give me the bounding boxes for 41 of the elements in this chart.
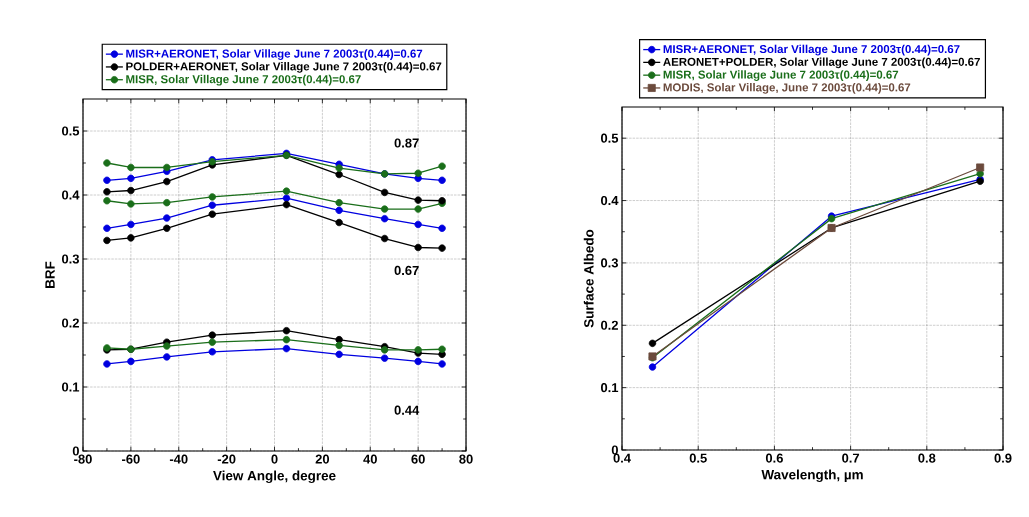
legend-label: AERONET+POLDER, Solar Village June 7 2003τ(0.44)=0.67 bbox=[663, 57, 980, 69]
y-tick-label: 0.5 bbox=[61, 126, 80, 136]
x-tick-label: 0 bbox=[271, 454, 278, 464]
legend-label: MISR, Solar Village June 7 2003τ(0.44)=0.67 bbox=[126, 74, 361, 86]
y-tick-label: 0.3 bbox=[601, 258, 619, 268]
x-tick-label: 0.9 bbox=[994, 453, 1012, 463]
x-tick-label: 0.6 bbox=[765, 453, 783, 463]
y-tick-label: 0 bbox=[72, 446, 79, 456]
y-tick-label: 0.3 bbox=[61, 254, 80, 264]
legend-label: MISR, Solar Village June 7 2003τ(0.44)=0.67 bbox=[663, 70, 899, 81]
x-tick-label: 60 bbox=[411, 454, 425, 464]
y-axis-title: Surface Albedo bbox=[583, 229, 594, 328]
legend-label: MISR+AERONET, Solar Village June 7 2003τ(0.44)=0.67 bbox=[663, 44, 960, 56]
annotation: 0.67 bbox=[394, 265, 419, 276]
x-axis-title: Wavelength, µm bbox=[761, 469, 863, 483]
y-tick-label: 0.2 bbox=[601, 320, 618, 330]
x-tick-label: 40 bbox=[363, 454, 377, 464]
y-tick-label: 0.4 bbox=[601, 195, 619, 206]
legend-label: POLDER+AERONET, Solar Village June 7 2003τ(0.44)=0.67 bbox=[126, 62, 442, 73]
x-tick-label: -40 bbox=[169, 454, 188, 464]
annotation: 0.87 bbox=[394, 138, 419, 148]
x-tick-label: 0.5 bbox=[689, 453, 707, 463]
x-tick-label: 20 bbox=[315, 454, 330, 464]
y-tick-label: 0.5 bbox=[601, 133, 619, 143]
y-axis-title: BRF bbox=[45, 261, 55, 288]
y-tick-label: 0.4 bbox=[61, 190, 80, 200]
x-tick-label: -60 bbox=[122, 454, 140, 464]
x-axis-title: View Angle, degree bbox=[213, 470, 336, 484]
y-tick-label: 0.1 bbox=[61, 382, 80, 392]
x-tick-label: 0.4 bbox=[613, 453, 631, 463]
x-tick-label: 80 bbox=[459, 454, 473, 464]
annotation: 0.44 bbox=[394, 405, 420, 415]
legend-label: MISR+AERONET, Solar Village June 7 2003τ(0.44)=0.67 bbox=[126, 49, 423, 60]
x-tick-label: -20 bbox=[217, 454, 236, 464]
x-tick-label: 0.8 bbox=[918, 453, 936, 463]
y-tick-label: 0 bbox=[611, 445, 618, 455]
x-tick-label: -80 bbox=[74, 454, 92, 464]
y-tick-label: 0.1 bbox=[601, 383, 619, 393]
legend-label: MODIS, Solar Village, June 7 2003τ(0.44)=0.67 bbox=[663, 83, 911, 94]
x-tick-label: 0.7 bbox=[842, 453, 860, 463]
y-tick-label: 0.2 bbox=[61, 318, 79, 328]
